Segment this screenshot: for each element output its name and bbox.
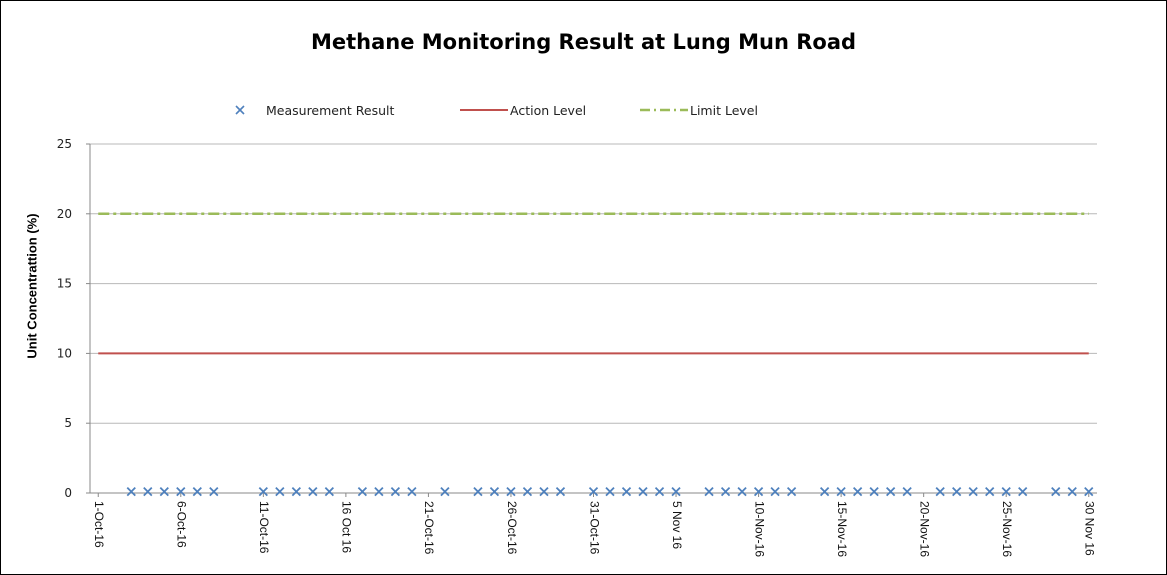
measurement-point [440, 486, 450, 497]
x-tick-label: 31-Oct-16 [587, 501, 601, 555]
x-marker-icon [216, 101, 264, 119]
measurement-point [209, 486, 219, 497]
measurement-point [308, 486, 318, 497]
measurement-point [374, 486, 384, 497]
x-tick-label: 26-Oct-16 [505, 501, 519, 555]
measurement-point [852, 486, 863, 497]
dash-dot-line-icon [640, 101, 688, 119]
measurement-point [753, 486, 764, 497]
y-tick-label: 15 [57, 277, 72, 291]
measurement-point [886, 486, 896, 497]
measurement-point [1084, 486, 1094, 497]
legend-item-action: Action Level [460, 101, 586, 119]
measurement-point [737, 486, 747, 497]
measurement-point [770, 486, 780, 497]
legend-label-limit: Limit Level [690, 102, 758, 118]
measurement-point [638, 486, 648, 497]
x-tick-label: 11-Oct-16 [257, 501, 271, 554]
legend-item-limit: Limit Level [640, 101, 758, 119]
x-tick-label: 10-Nov-16 [752, 501, 766, 557]
measurement-point [357, 486, 368, 497]
legend-item-measurement: Measurement Result [216, 101, 394, 119]
y-tick-label: 0 [64, 486, 72, 500]
y-tick-label: 5 [64, 416, 72, 430]
x-tick-label: 5 Nov 16 [670, 501, 684, 549]
measurement-point [275, 486, 285, 497]
measurement-point [489, 486, 500, 497]
measurement-point [671, 486, 681, 497]
legend-label-action: Action Level [510, 102, 587, 118]
measurement-point [1051, 486, 1061, 497]
x-tick-label: 21-Oct-16 [422, 501, 436, 555]
measurement-point [704, 486, 714, 497]
measurement-point [588, 486, 599, 497]
measurement-point [539, 486, 549, 497]
measurement-point [605, 486, 615, 497]
measurement-point [506, 486, 516, 497]
x-tick-label: 16 Oct 16 [340, 501, 354, 553]
measurement-point [621, 486, 632, 497]
y-tick-label: 20 [57, 207, 72, 221]
measurement-point [1001, 486, 1011, 497]
measurement-point [522, 486, 533, 497]
measurement-point [126, 486, 136, 497]
measurement-point [176, 486, 186, 497]
x-tick-label: 20-Nov-16 [917, 501, 931, 557]
measurement-point [159, 486, 169, 497]
measurement-point [291, 486, 301, 497]
y-tick-label: 10 [57, 346, 72, 360]
measurement-point [968, 486, 978, 497]
measurement-point [1067, 486, 1077, 497]
measurement-point [720, 486, 731, 497]
measurement-point [952, 486, 962, 497]
measurement-point [390, 486, 401, 497]
measurement-point [836, 486, 846, 497]
measurement-point [473, 486, 483, 497]
measurement-point [935, 486, 945, 497]
measurement-point [985, 486, 995, 497]
x-tick-label: 1-Oct-16 [92, 501, 106, 548]
measurement-point [1018, 486, 1028, 497]
measurement-point [258, 486, 268, 497]
solid-line-icon [460, 101, 508, 119]
measurement-point [786, 486, 797, 497]
chart-title: Methane Monitoring Result at Lung Mun Ro… [310, 30, 857, 54]
x-tick-label: 30 Nov 16 [1083, 501, 1097, 556]
measurement-point [143, 486, 153, 497]
x-tick-label: 6-Oct-16 [175, 501, 189, 548]
measurement-point [324, 486, 335, 497]
x-tick-label: 25-Nov-16 [1000, 501, 1014, 557]
measurement-point [654, 486, 665, 497]
measurement-point [192, 486, 202, 497]
measurement-point [902, 486, 912, 497]
legend-label-measurement: Measurement Result [266, 102, 395, 118]
y-tick-label: 25 [57, 137, 72, 151]
measurement-point [869, 486, 879, 497]
measurement-point [407, 486, 417, 497]
measurement-point [555, 486, 566, 497]
chart-legend: Measurement Result Action Level Limit Le… [0, 101, 1167, 121]
measurement-point [819, 486, 830, 497]
x-tick-label: 15-Nov-16 [835, 501, 849, 557]
